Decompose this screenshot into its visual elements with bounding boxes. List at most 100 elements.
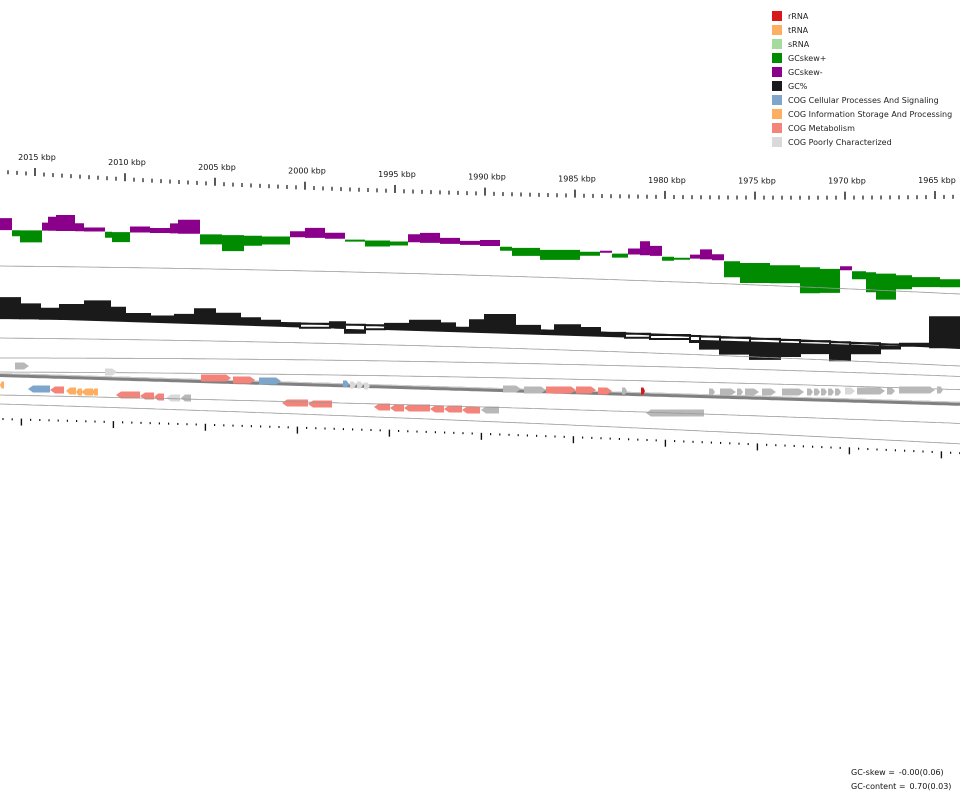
gene-feature-unc — [835, 388, 841, 396]
ruler-tick-label: 1985 kbp — [558, 175, 596, 184]
gene-feature-unc — [807, 388, 813, 396]
gene-feature-unc — [828, 388, 834, 396]
gene-feature-cell — [343, 380, 349, 388]
gene-feature-unc — [720, 388, 736, 396]
legend-item-cog-information: COG Information Storage And Processing — [772, 107, 952, 121]
gene-feature-unc — [737, 388, 743, 396]
ruler-ticks — [7, 167, 954, 200]
gene-feature-met — [116, 391, 140, 399]
gene-feature-met — [598, 387, 612, 395]
gene-feature-info — [0, 381, 4, 389]
ruler-tick-label: 2010 kbp — [108, 158, 146, 167]
gene-feature-unc — [887, 387, 895, 395]
legend-swatch — [772, 81, 782, 91]
ruler-tick-label: 1975 kbp — [738, 177, 776, 186]
gene-feature-met — [282, 399, 308, 407]
gene-feature-met — [201, 374, 231, 382]
track-divider-ring — [0, 337, 960, 367]
legend-swatch — [772, 109, 782, 119]
gene-feature-met — [444, 405, 462, 413]
ruler-labels: 2015 kbp 2010 kbp 2005 kbp 2000 kbp 1995 kbp… — [18, 153, 956, 186]
legend-label: rRNA — [788, 11, 809, 21]
legend-swatch — [772, 137, 782, 147]
gene-feature-met — [233, 376, 255, 384]
legend-swatch — [772, 123, 782, 133]
gene-feature-met — [50, 386, 64, 394]
ruler-tick-label: 2000 kbp — [288, 167, 326, 176]
gene-feature-met — [462, 406, 480, 414]
gene-features — [0, 362, 943, 417]
legend-label: GC% — [788, 81, 808, 91]
legend-label: COG Information Storage And Processing — [788, 109, 953, 119]
gene-feature-unc — [762, 388, 776, 396]
gene-feature-unc — [503, 385, 521, 393]
gene-feature-unc — [782, 388, 804, 396]
gene-feature-poor — [166, 394, 180, 402]
gc-skew-positive-area — [12, 230, 960, 300]
gene-feature-met — [154, 393, 164, 401]
gene-feature-unc — [524, 386, 546, 394]
gene-feature-met — [430, 405, 444, 413]
gene-feature-met — [374, 403, 390, 411]
gc-skew-track — [0, 215, 960, 300]
track-divider-ring — [0, 357, 960, 377]
legend-label: GCskew- — [788, 67, 823, 77]
ruler-tick-label: 1990 kbp — [468, 173, 506, 182]
ruler-tick-label: 2005 kbp — [198, 163, 236, 172]
gc-skew-label: GC-skew = — [851, 768, 895, 777]
track-divider-ring — [0, 394, 960, 424]
gene-feature-unc — [709, 388, 715, 396]
legend-item-cog-cellular: COG Cellular Processes And Signaling — [772, 93, 952, 107]
gene-feature-unc — [937, 386, 943, 394]
legend: rRNA tRNA sRNA GCskew+ GCskew- GC% COG C… — [772, 9, 952, 149]
gene-feature-cell — [259, 377, 281, 385]
gene-feature-info — [76, 388, 82, 396]
legend-item-trna: tRNA — [772, 23, 952, 37]
ruler-tick-label: 1970 kbp — [828, 177, 866, 186]
gene-feature-unc — [622, 387, 627, 395]
gc-skew-negative-area — [0, 215, 852, 271]
gene-feature-info — [81, 388, 93, 396]
legend-swatch — [772, 53, 782, 63]
gene-feature-unc — [857, 387, 885, 395]
gene-feature-unc — [481, 406, 499, 414]
gene-feature-unc — [181, 394, 191, 402]
track-divider-ring — [0, 403, 960, 445]
genome-backbone — [0, 373, 960, 406]
gene-feature-poor — [350, 381, 356, 389]
gene-feature-info — [92, 388, 98, 396]
track-divider-ring — [0, 371, 960, 391]
legend-swatch — [772, 95, 782, 105]
gene-feature-poor — [845, 387, 855, 395]
genome-statistics: GC-skew = -0.00(0.06) GC-content = 0.70(… — [851, 766, 951, 794]
genome-backbone-highlight — [0, 373, 960, 403]
ruler-tick-label: 1965 kbp — [918, 176, 956, 185]
gc-content-area — [0, 297, 960, 362]
legend-label: COG Cellular Processes And Signaling — [788, 95, 939, 105]
legend-label: sRNA — [788, 39, 810, 49]
gc-content-value: 0.70(0.03) — [909, 782, 952, 791]
legend-label: GCskew+ — [788, 53, 827, 63]
gc-content-label: GC-content = — [851, 782, 906, 791]
legend-item-srna: sRNA — [772, 37, 952, 51]
track-divider-ring — [0, 265, 960, 295]
gene-feature-unc — [814, 388, 820, 396]
gene-feature-poor — [357, 381, 363, 389]
gene-feature-unc — [899, 386, 935, 394]
kbp-ruler: 2015 kbp 2010 kbp 2005 kbp 2000 kbp 1995 kbp… — [7, 153, 956, 200]
gc-skew-stat: GC-skew = -0.00(0.06) — [851, 766, 951, 780]
legend-swatch — [772, 25, 782, 35]
legend-item-gc-percent: GC% — [772, 79, 952, 93]
ruler-tick-label: 1995 kbp — [378, 170, 416, 179]
gene-feature-unc — [821, 388, 827, 396]
inner-tick-ring — [2, 418, 960, 459]
legend-item-cog-poorly: COG Poorly Characterized — [772, 135, 952, 149]
gene-feature-met — [546, 386, 576, 394]
gene-feature-cell — [28, 385, 50, 393]
gc-skew-value: -0.00(0.06) — [898, 768, 944, 777]
legend-label: tRNA — [788, 25, 809, 35]
gene-feature-unc — [15, 362, 29, 370]
gc-content-stat: GC-content = 0.70(0.03) — [851, 780, 951, 794]
legend-item-rrna: rRNA — [772, 9, 952, 23]
